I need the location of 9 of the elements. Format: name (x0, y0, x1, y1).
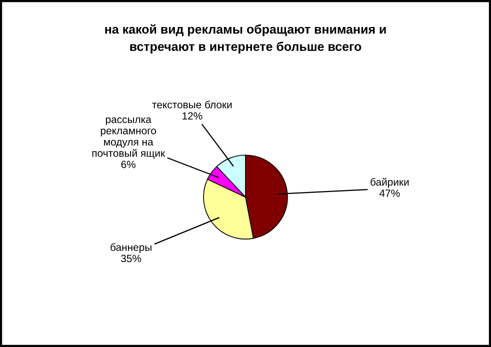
slice-label: баннеры (110, 243, 152, 253)
data-label: 12% (182, 112, 202, 120)
slice-label: байрики (370, 178, 409, 188)
data-label: 6% (121, 160, 136, 168)
slice-label: рассылка рекламного модуля на почтовый ящик (92, 117, 166, 159)
chart-title: на какой вид рекламы обращают внимания и встречают в интернете больше всего (105, 24, 386, 54)
slice-label: текстовые блоки (152, 100, 232, 108)
data-label: 47% (380, 190, 400, 197)
data-label: 35% (121, 254, 142, 262)
